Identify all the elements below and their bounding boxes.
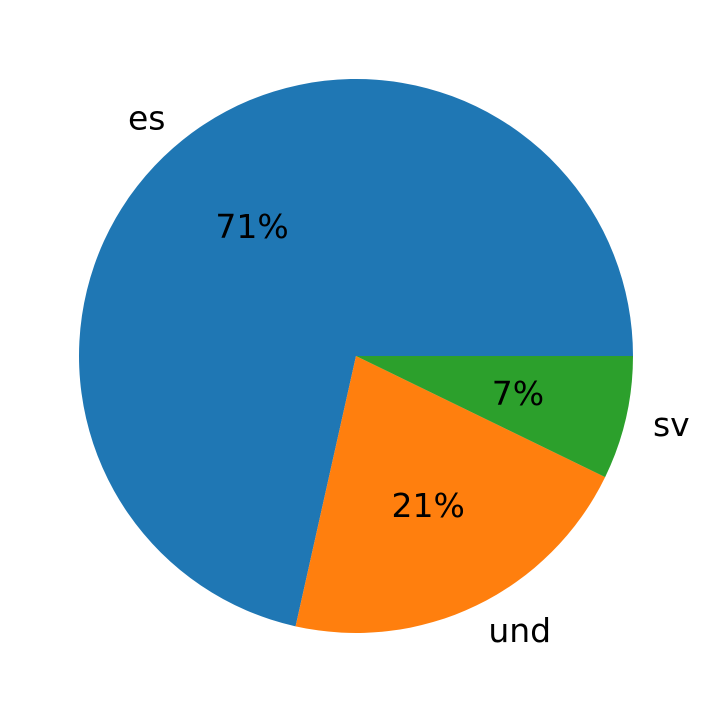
pie-labels: es 71% und 21% sv 7% xyxy=(128,99,690,650)
slice-percent-und: 21% xyxy=(391,486,464,525)
pie-slices xyxy=(78,78,634,633)
slice-label-und: und xyxy=(488,611,551,650)
slice-label-es: es xyxy=(128,99,166,138)
slice-percent-es: 71% xyxy=(215,207,288,246)
pie-slice-und xyxy=(295,356,606,633)
slice-label-sv: sv xyxy=(653,405,690,444)
pie-slice-sv xyxy=(356,356,633,478)
slice-percent-sv: 7% xyxy=(492,374,544,413)
pie-slice-es xyxy=(78,78,634,627)
